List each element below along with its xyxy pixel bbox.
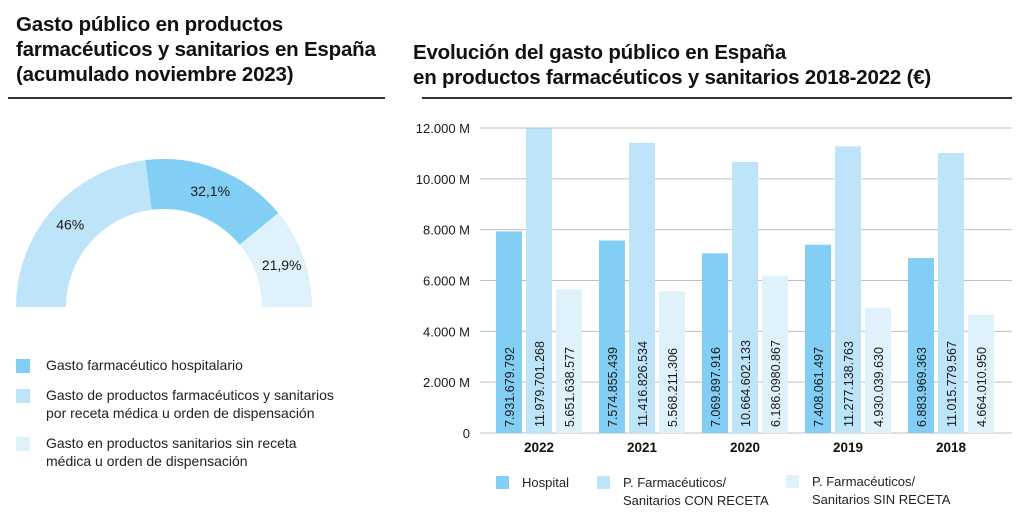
donut-slice-label: 21,9% <box>262 257 302 273</box>
donut-legend-item-con-receta: Gasto de productos farmacéuticos y sanit… <box>16 386 336 422</box>
bar-con-receta <box>835 146 861 433</box>
bar-hospital <box>599 240 625 433</box>
legend-swatch-hospital <box>496 476 509 489</box>
grouped-bar-chart: 0 2.000 M 4.000 M 6.000 M 8.000 M 10.000 M 12.… <box>416 121 1012 455</box>
donut-legend: Gasto farmacéutico hospitalario Gasto de… <box>16 356 336 482</box>
legend-swatch-sin-receta <box>16 437 30 451</box>
bar-sin-receta <box>865 307 891 433</box>
donut-title-line-1: Gasto público en productos <box>16 13 284 36</box>
bar-sin-receta <box>762 275 788 433</box>
y-tick-label: 4.000 M <box>423 324 470 339</box>
bar-value-label: 7.408.061.497 <box>812 347 826 427</box>
x-category-label: 2019 <box>833 440 863 455</box>
bar-con-receta <box>629 142 655 433</box>
legend-label-line-1: P. Farmacéuticos/ <box>812 474 916 489</box>
bar-value-label: 7.069.897.916 <box>709 347 723 427</box>
bar-hospital <box>496 231 522 433</box>
bar-value-label: 7.574.855.439 <box>606 347 620 427</box>
donut-slice-hospital <box>145 159 279 245</box>
bar-title-line-2: en productos farmacéuticos y sanitarios … <box>413 66 932 89</box>
legend-swatch-con-receta <box>16 389 30 403</box>
legend-label: Hospital <box>522 475 569 490</box>
x-category-label: 2018 <box>936 440 967 455</box>
bar-value-label: 6.186.0980.867 <box>769 340 783 427</box>
legend-swatch-hospital <box>16 359 30 373</box>
legend-label-line-2: Sanitarios SIN RECETA <box>812 492 951 507</box>
y-tick-label: 6.000 M <box>423 274 470 289</box>
bar-legend-item-hospital: Hospital <box>496 474 569 492</box>
bar-sin-receta <box>556 289 582 433</box>
bar-hospital <box>908 258 934 433</box>
bar-sin-receta <box>968 314 994 433</box>
bar-title-line-1: Evolución del gasto público en España <box>413 41 787 64</box>
bar-value-label: 4.930.039.630 <box>872 347 886 427</box>
bar-legend: Hospital P. Farmacéuticos/ Sanitarios CO… <box>496 474 1016 514</box>
bar-sin-receta <box>659 291 685 433</box>
x-category-label: 2022 <box>524 440 554 455</box>
bar-legend-item-sin-receta: P. Farmacéuticos/ Sanitarios SIN RECETA <box>786 473 950 509</box>
bar-hospital <box>702 253 728 433</box>
legend-swatch-con-receta <box>597 476 610 489</box>
donut-slice-con-receta <box>16 160 152 307</box>
legend-label: Gasto farmacéutico hospitalario <box>46 357 243 373</box>
donut-chart-title: Gasto público en productos farmacéuticos… <box>16 12 396 87</box>
x-category-label: 2020 <box>730 440 760 455</box>
bar-value-label: 6.883.969.363 <box>915 347 929 427</box>
bar-value-label: 4.664.010.950 <box>975 347 989 427</box>
bar-con-receta <box>938 153 964 433</box>
y-tick-label: 10.000 M <box>416 172 470 187</box>
bar-value-label: 10.664.602.133 <box>739 340 753 427</box>
bar-value-label: 5.568.211.306 <box>666 348 680 427</box>
x-category-label: 2021 <box>627 440 658 455</box>
y-tick-label: 8.000 M <box>423 223 470 238</box>
bar-value-label: 11.416.826.534 <box>636 341 650 427</box>
bar-legend-item-con-receta: P. Farmacéuticos/ Sanitarios CON RECETA <box>597 474 769 510</box>
bar-value-label: 7.931.679.792 <box>503 347 517 427</box>
y-tick-label: 12.000 M <box>416 121 470 136</box>
donut-title-line-3: (acumulado noviembre 2023) <box>16 63 294 86</box>
y-tick-label: 2.000 M <box>423 375 470 390</box>
legend-label: Gasto en productos sanitarios sin receta… <box>46 435 297 469</box>
donut-title-divider <box>8 97 385 99</box>
bar-hospital <box>805 244 831 433</box>
half-donut-chart: 46% 32,1% 21,9% <box>16 159 312 307</box>
legend-swatch-sin-receta <box>786 475 799 488</box>
donut-slice-label: 46% <box>56 216 84 232</box>
y-tick-label: 0 <box>463 426 470 441</box>
bar-con-receta <box>732 161 758 434</box>
donut-slice-label: 32,1% <box>190 183 230 199</box>
bar-title-divider <box>422 97 1012 99</box>
bar-value-label: 5.651.638.577 <box>563 347 577 427</box>
bar-value-label: 11.979.701.268 <box>533 341 547 427</box>
donut-title-line-2: farmacéuticos y sanitarios en España <box>16 38 376 61</box>
donut-slice-sin-receta <box>239 213 312 307</box>
bar-value-label: 11.277.138.763 <box>842 341 856 427</box>
bar-value-label: 11.015.779.567 <box>945 341 959 427</box>
donut-legend-item-sin-receta: Gasto en productos sanitarios sin receta… <box>16 434 336 470</box>
legend-label: Gasto de productos farmacéuticos y sanit… <box>46 387 334 421</box>
legend-label-line-2: Sanitarios CON RECETA <box>623 493 769 508</box>
donut-legend-item-hospital: Gasto farmacéutico hospitalario <box>16 356 336 374</box>
bar-con-receta <box>526 128 552 433</box>
legend-label-line-1: P. Farmacéuticos/ <box>623 475 727 490</box>
bar-chart-title: Evolución del gasto público en España en… <box>413 40 1013 90</box>
